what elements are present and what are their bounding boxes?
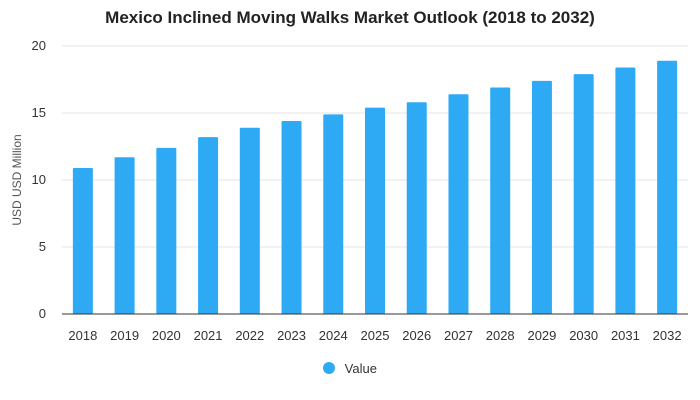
x-tick-label: 2028 (486, 328, 515, 343)
bar-2022[interactable] (239, 127, 260, 315)
y-tick-label: 15 (32, 105, 46, 120)
legend-label: Value (344, 361, 377, 376)
bar-2023[interactable] (281, 121, 302, 314)
x-tick-label: 2027 (444, 328, 473, 343)
bar-2020[interactable] (156, 147, 177, 314)
bar-2025[interactable] (365, 107, 385, 314)
bar-2031[interactable] (615, 67, 636, 314)
x-tick-label: 2031 (611, 328, 640, 343)
x-tick-label: 2019 (110, 328, 139, 343)
bar-2024[interactable] (323, 114, 344, 314)
y-tick-label: 20 (32, 38, 46, 53)
y-tick-label: 10 (32, 172, 46, 187)
bar-2027[interactable] (448, 94, 469, 315)
y-tick-label: 0 (39, 306, 46, 321)
y-axis-title: USD USD Million (10, 134, 24, 225)
bar-2019[interactable] (114, 157, 135, 314)
bar-2029[interactable] (531, 80, 552, 314)
y-tick-label: 5 (39, 239, 46, 254)
x-tick-label: 2030 (569, 328, 598, 343)
x-axis: 2018 2019 2020 2021 2022 2023 2024 2025 2026 2027… (62, 313, 688, 343)
chart-title: Mexico Inclined Moving Walks Market Outl… (105, 8, 595, 27)
legend[interactable]: Value (0, 361, 700, 376)
bar-2026[interactable] (406, 102, 427, 314)
y-axis: 0 5 10 15 20 (32, 38, 46, 321)
x-tick-label: 2021 (194, 328, 223, 343)
x-tick-label: 2029 (527, 328, 556, 343)
legend-swatch (323, 362, 336, 374)
bar-2028[interactable] (490, 87, 511, 314)
bar-2032[interactable] (657, 60, 678, 314)
x-tick-label: 2026 (402, 328, 431, 343)
x-tick-label: 2022 (235, 328, 264, 343)
bar-2030[interactable] (573, 74, 594, 314)
bar-2018[interactable] (72, 167, 93, 314)
x-tick-label: 2025 (361, 328, 390, 343)
x-tick-label: 2032 (653, 328, 682, 343)
bars (72, 60, 678, 315)
x-tick-label: 2018 (68, 328, 97, 343)
x-tick-label: 2020 (152, 328, 181, 343)
bar-2021[interactable] (198, 137, 219, 314)
x-tick-label: 2024 (319, 328, 348, 343)
x-tick-label: 2023 (277, 328, 306, 343)
